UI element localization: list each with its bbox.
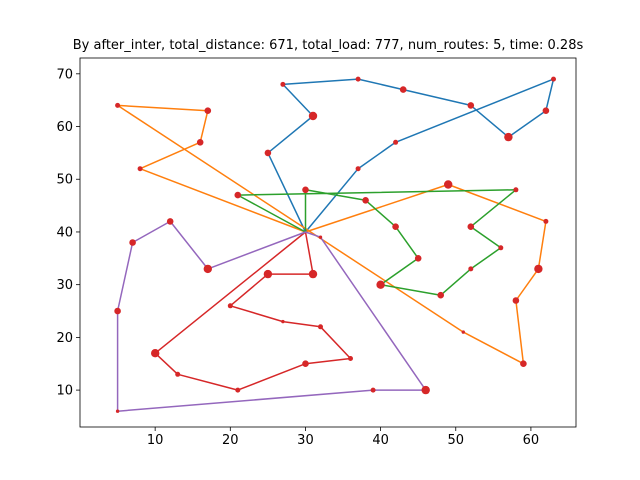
customer-node-35	[227, 303, 233, 309]
customer-node-13	[543, 218, 549, 224]
customer-node-21	[137, 166, 143, 172]
customer-node-40	[235, 387, 241, 393]
customer-node-20	[196, 139, 204, 146]
x-tick-label-60: 60	[523, 433, 540, 448]
customer-node-1	[264, 149, 272, 157]
customer-node-6	[467, 102, 475, 109]
customer-node-47	[115, 409, 120, 413]
plot-frame	[79, 57, 577, 428]
customer-node-17	[461, 330, 465, 334]
customer-node-41	[175, 371, 181, 377]
customer-node-28	[468, 266, 474, 272]
x-tick-label-40: 40	[372, 433, 389, 448]
customer-node-16	[520, 360, 527, 368]
customer-node-26	[376, 280, 385, 289]
customer-node-33	[308, 269, 318, 279]
customer-node-46	[114, 307, 121, 315]
x-tick-label-20: 20	[222, 433, 239, 448]
customer-node-48	[370, 387, 376, 393]
customer-node-44	[166, 218, 174, 225]
customer-node-12	[444, 180, 453, 189]
customer-node-3	[280, 81, 286, 87]
route-line-1	[267, 78, 555, 233]
route-line-4	[154, 231, 352, 391]
customer-node-18	[115, 102, 121, 108]
customer-node-42	[151, 349, 160, 358]
route-line-2	[116, 104, 547, 365]
customer-node-29	[498, 245, 504, 251]
chart-title: By after_inter, total_distance: 671, tot…	[73, 38, 584, 53]
customer-node-45	[129, 239, 136, 246]
customer-node-15	[512, 297, 520, 304]
customer-node-49	[421, 385, 430, 395]
x-tick-label-10: 10	[147, 433, 164, 448]
customer-node-10	[393, 139, 399, 145]
customer-node-7	[504, 132, 513, 142]
customer-node-36	[281, 319, 285, 324]
customer-node-19	[204, 107, 212, 114]
customer-node-25	[414, 254, 422, 262]
y-tick-label-10: 10	[56, 384, 73, 399]
customer-node-14	[534, 264, 543, 274]
customer-node-24	[392, 223, 399, 230]
customer-node-22	[302, 186, 309, 194]
routes-layer	[116, 78, 555, 412]
customer-node-37	[318, 324, 323, 330]
y-tick-label-70: 70	[56, 67, 73, 82]
customer-node-32	[234, 191, 242, 199]
customer-node-9	[551, 76, 556, 82]
customer-node-27	[437, 291, 445, 299]
y-tick-label-60: 60	[56, 120, 73, 135]
x-tick-label-30: 30	[297, 433, 314, 448]
customer-node-30	[467, 223, 475, 230]
customer-node-2	[308, 111, 318, 121]
axes-layer: 10 20 30 40 50 60 10 20 30 40 50 60 70	[56, 57, 577, 448]
y-tick-label-40: 40	[56, 225, 73, 240]
nodes-layer	[114, 76, 556, 413]
customer-node-31	[513, 187, 519, 193]
customer-node-34	[263, 269, 273, 279]
customer-node-50	[318, 235, 323, 239]
customer-node-11	[355, 166, 361, 172]
customer-node-23	[362, 197, 369, 204]
y-tick-label-20: 20	[56, 331, 73, 346]
customer-node-4	[355, 76, 361, 82]
customer-node-43	[203, 264, 212, 274]
customer-node-39	[302, 360, 309, 368]
route-line-5	[116, 220, 427, 412]
customer-node-38	[348, 356, 353, 361]
y-tick-label-30: 30	[56, 278, 73, 293]
y-tick-label-50: 50	[56, 173, 73, 188]
x-tick-label-50: 50	[447, 433, 464, 448]
customer-node-8	[542, 107, 550, 114]
customer-node-5	[399, 86, 407, 93]
